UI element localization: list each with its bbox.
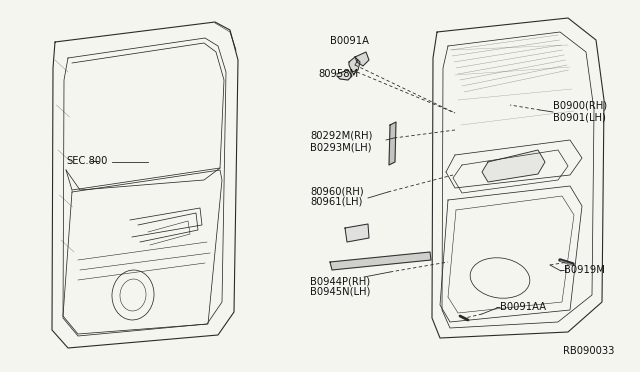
Text: 80292M(RH): 80292M(RH): [310, 131, 372, 141]
Text: RB090033: RB090033: [563, 346, 614, 356]
Text: SEC.800: SEC.800: [66, 156, 108, 166]
Text: —: —: [90, 156, 100, 166]
Text: B0293M(LH): B0293M(LH): [310, 142, 371, 152]
Polygon shape: [355, 52, 369, 66]
Text: B0945N(LH): B0945N(LH): [310, 287, 371, 297]
Text: B0944P(RH): B0944P(RH): [310, 276, 370, 286]
Text: –B0091AA: –B0091AA: [496, 302, 547, 312]
Text: B0900(RH): B0900(RH): [553, 101, 607, 111]
Text: 80958M: 80958M: [318, 69, 358, 79]
Polygon shape: [330, 252, 431, 270]
Text: –B0919M: –B0919M: [560, 265, 606, 275]
Text: B0901(LH): B0901(LH): [553, 112, 606, 122]
Polygon shape: [482, 150, 545, 182]
Polygon shape: [389, 122, 396, 165]
Polygon shape: [345, 224, 369, 242]
Polygon shape: [349, 57, 360, 72]
Text: 80960(RH): 80960(RH): [310, 186, 364, 196]
Polygon shape: [337, 70, 352, 80]
Text: B0091A: B0091A: [330, 36, 369, 46]
Text: 80961(LH): 80961(LH): [310, 197, 362, 207]
